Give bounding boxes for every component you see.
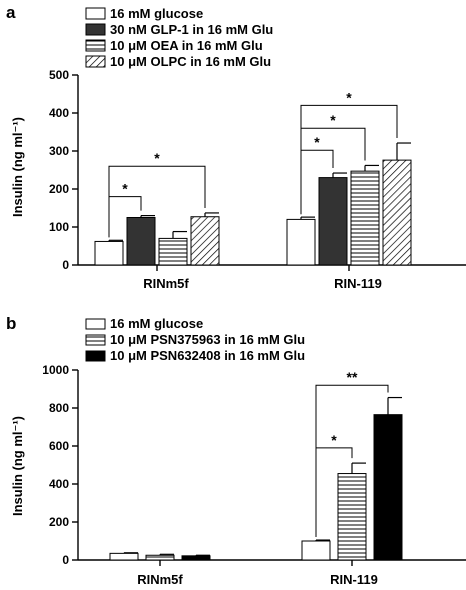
panel-b-legend-swatch-1 <box>85 334 106 346</box>
panel-b-significance-label-0: * <box>331 432 337 448</box>
panel-a-y-tick-label-5: 500 <box>49 68 69 82</box>
panel-b-bar-s2-g1 <box>373 414 403 561</box>
panel-b-y-tick-label-0: 0 <box>62 553 69 567</box>
panel-b-bar-s0-g0 <box>109 552 139 561</box>
panel-b-y-tick-label-2: 400 <box>49 477 69 491</box>
panel-b-y-tick-label-4: 800 <box>49 401 69 415</box>
panel-b-letter: b <box>6 314 16 333</box>
panel-a-legend-swatch-1 <box>85 23 106 36</box>
panel-b-y-axis-title: Insulin (ng ml⁻¹) <box>10 416 25 516</box>
panel-b-legend-label-1: 10 μM PSN375963 in 16 mM Glu <box>110 332 305 347</box>
panel-b-bar-s1-g0 <box>145 554 175 561</box>
panel-b-significance-label-1: ** <box>347 369 358 385</box>
panel-a-y-tick-label-3: 300 <box>49 144 69 158</box>
panel-a-significance-bracket-4 <box>300 104 398 215</box>
panel-a-bar-s3-g1 <box>382 159 412 266</box>
panel-a-legend-swatch-2 <box>85 39 106 52</box>
panel-a-bar-s1-g0 <box>126 217 156 266</box>
panel-a-bar-s0-g1 <box>286 218 316 266</box>
panel-a-significance-label-1: * <box>154 150 160 166</box>
panel-b-legend-label-0: 16 mM glucose <box>110 316 203 331</box>
panel-a-bar-s0-g0 <box>94 240 124 266</box>
panel-b-bar-s2-g0 <box>181 555 211 561</box>
panel-a-significance-label-4: * <box>346 89 352 105</box>
panel-a-legend-label-3: 10 μM OLPC in 16 mM Glu <box>110 54 271 69</box>
panel-a-significance-label-2: * <box>314 134 320 150</box>
panel-b-legend-label-2: 10 μM PSN632408 in 16 mM Glu <box>110 348 305 363</box>
panel-b-y-tick-label-5: 1000 <box>42 363 69 377</box>
panel-a-bar-s3-g0 <box>190 216 220 266</box>
panel-b-category-label-1: RIN-119 <box>330 572 378 587</box>
panel-a-y-tick-label-1: 100 <box>49 220 69 234</box>
panel-a-significance-label-0: * <box>122 181 128 197</box>
panel-a-letter: a <box>6 3 16 22</box>
panel-a-legend-label-2: 10 μM OEA in 16 mM Glu <box>110 38 263 53</box>
panel-a-y-tick-label-4: 400 <box>49 106 69 120</box>
panel-a-legend-swatch-0 <box>85 7 106 20</box>
panel-a-significance-bracket-1 <box>108 165 206 238</box>
panel-a-significance-label-3: * <box>330 112 336 128</box>
panel-a-legend-label-0: 16 mM glucose <box>110 6 203 21</box>
panel-a-bar-s2-g0 <box>158 237 188 266</box>
panel-b-bar-s1-g1 <box>337 473 367 561</box>
panel-a-legend-swatch-3 <box>85 55 106 68</box>
panel-a-category-label-0: RINm5f <box>143 276 189 291</box>
panel-a-bar-s1-g1 <box>318 177 348 266</box>
panel-a-y-axis-title: Insulin (ng ml⁻¹) <box>10 117 25 217</box>
panel-b-y-tick-label-1: 200 <box>49 515 69 529</box>
panel-a-chart: 0 100 200 300 400 500 * * * * * <box>49 7 466 272</box>
panel-b-legend-swatch-0 <box>85 318 106 330</box>
panel-a-bar-s2-g1 <box>350 170 380 266</box>
panel-a-y-tick-label-0: 0 <box>62 258 69 272</box>
panel-b-significance-bracket-1 <box>315 384 389 538</box>
panel-a-y-tick-label-2: 200 <box>49 182 69 196</box>
panel-b-legend-swatch-2 <box>85 350 106 362</box>
panel-b-y-tick-label-3: 600 <box>49 439 69 453</box>
panel-a-legend-label-1: 30 nM GLP-1 in 16 mM Glu <box>110 22 273 37</box>
panel-a-category-label-1: RIN-119 <box>334 276 382 291</box>
panel-b-bar-s0-g1 <box>301 540 331 561</box>
panel-b-category-label-0: RINm5f <box>137 572 183 587</box>
